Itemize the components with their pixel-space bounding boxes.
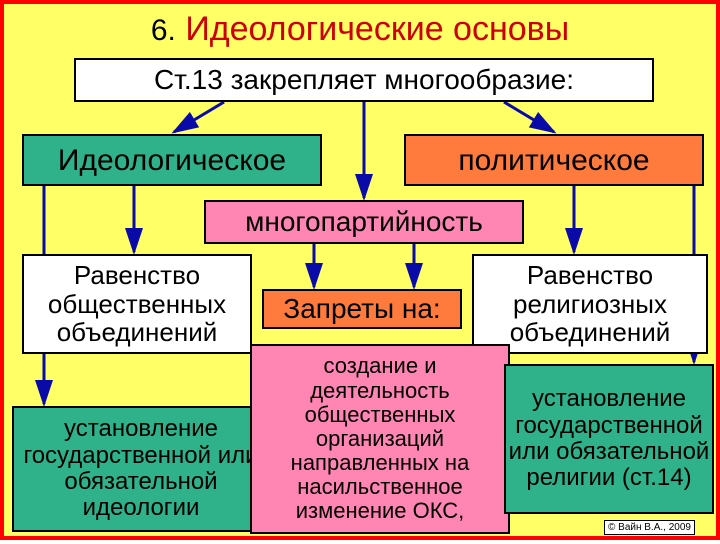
box-equality-public: Равенство общественных объединений <box>22 254 252 354</box>
text-mid3: создание и деятельность общественных орг… <box>252 354 508 523</box>
box-prohibitions: Запреты на: <box>262 289 462 329</box>
box-ban-religion: установление государственной или обязате… <box>504 364 714 514</box>
box-equality-religious: Равенство религиозных объединений <box>472 254 708 354</box>
copyright-text: © Вайн В.А., 2009 <box>608 522 691 533</box>
box-political: политическое <box>404 134 704 186</box>
text-ideol: Идеологическое <box>58 144 286 177</box>
box-multiparty: многопартийность <box>204 200 524 244</box>
title-text: Идеологические основы <box>185 10 569 48</box>
box-ban-ideology: установление государственной или обязате… <box>12 406 270 532</box>
text-zapret: Запреты на: <box>283 294 440 325</box>
box-st13: Ст.13 закрепляет многообразие: <box>74 58 654 102</box>
box-ideological: Идеологическое <box>22 134 322 186</box>
text-left3: установление государственной или обязате… <box>14 416 268 522</box>
diagram-canvas: 6. Идеологические основы Ст.13 закрепляе… <box>0 0 720 540</box>
copyright: © Вайн В.А., 2009 <box>604 520 695 535</box>
title-number: 6. <box>151 14 176 47</box>
text-multi: многопартийность <box>245 207 483 238</box>
box-ban-orgs: создание и деятельность общественных орг… <box>250 344 510 534</box>
slide-title: 6. Идеологические основы <box>4 10 716 49</box>
text-st13: Ст.13 закрепляет многообразие: <box>154 65 574 96</box>
text-right3: установление государственной или обязате… <box>506 386 712 492</box>
text-eqrel: Равенство религиозных объединений <box>474 261 706 347</box>
text-polit: политическое <box>458 144 649 177</box>
text-eqpub: Равенство общественных объединений <box>24 261 250 347</box>
